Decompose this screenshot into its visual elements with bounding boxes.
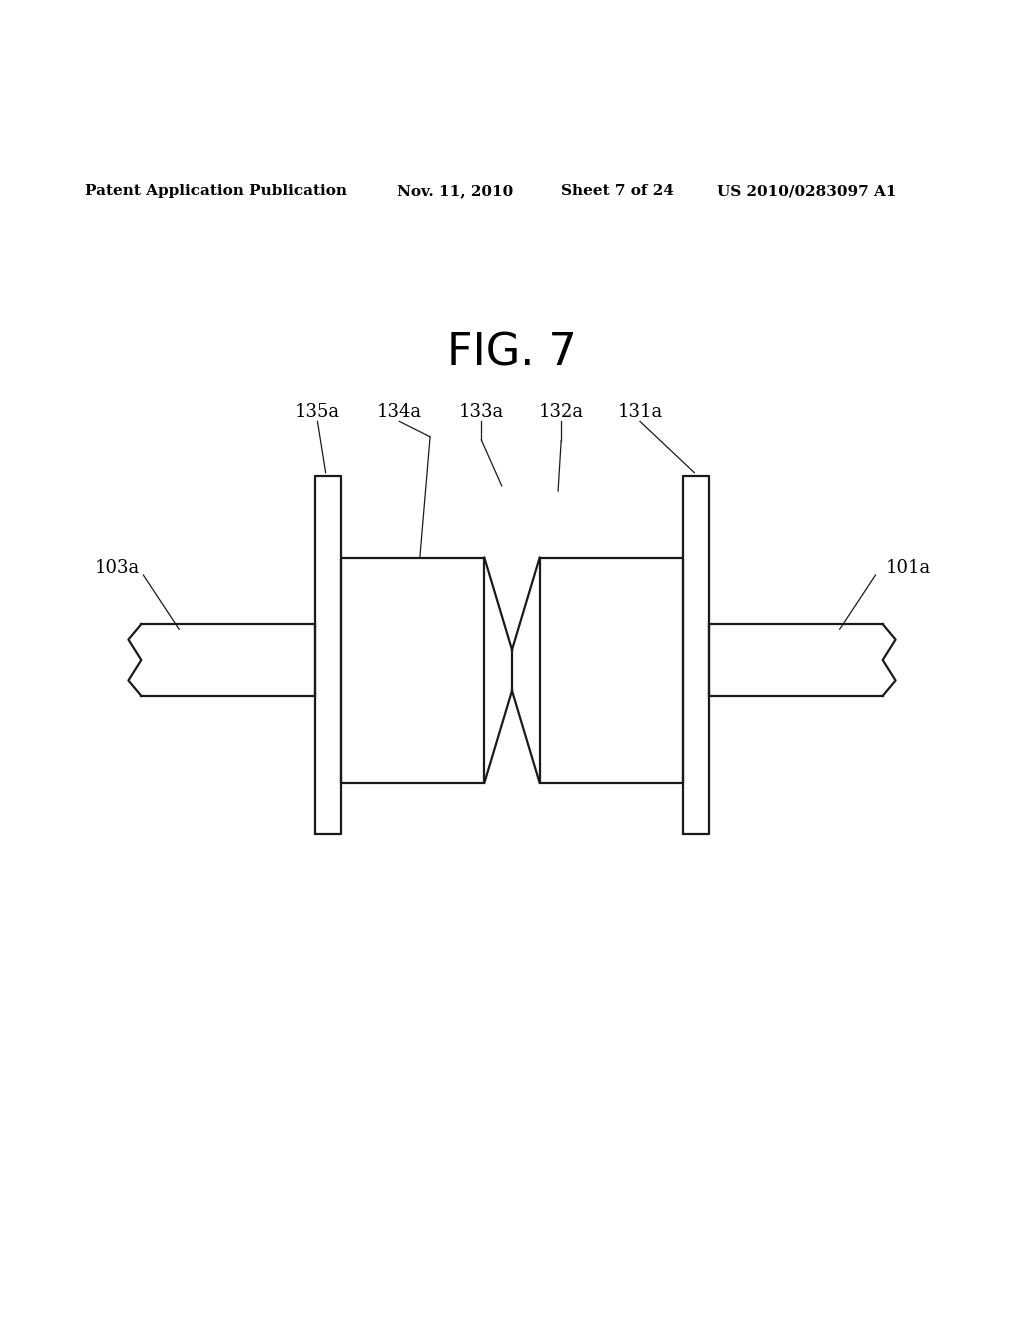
Text: Sheet 7 of 24: Sheet 7 of 24 bbox=[561, 183, 674, 198]
Text: 132a: 132a bbox=[539, 404, 584, 421]
Text: 133a: 133a bbox=[459, 404, 504, 421]
Text: 134a: 134a bbox=[377, 404, 422, 421]
Text: FIG. 7: FIG. 7 bbox=[447, 331, 577, 375]
Text: 101a: 101a bbox=[886, 558, 931, 577]
Text: US 2010/0283097 A1: US 2010/0283097 A1 bbox=[717, 183, 896, 198]
Text: 135a: 135a bbox=[295, 404, 340, 421]
Text: Patent Application Publication: Patent Application Publication bbox=[85, 183, 347, 198]
Text: 103a: 103a bbox=[95, 558, 140, 577]
Text: 131a: 131a bbox=[617, 404, 663, 421]
Text: Nov. 11, 2010: Nov. 11, 2010 bbox=[397, 183, 514, 198]
